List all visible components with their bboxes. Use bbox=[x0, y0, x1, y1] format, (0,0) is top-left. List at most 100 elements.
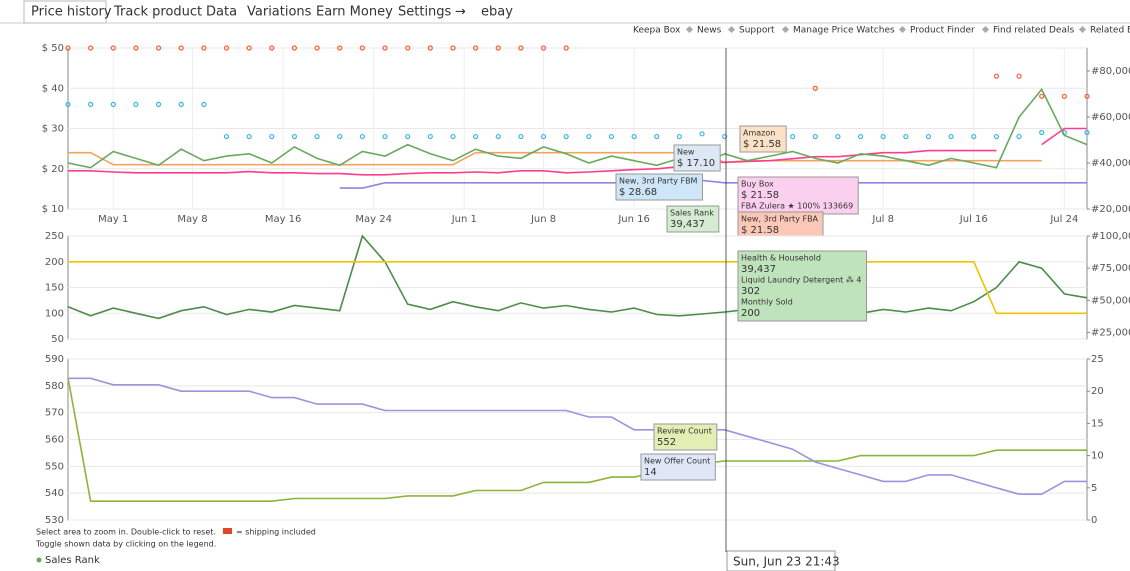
tab[interactable]: Variations bbox=[247, 5, 312, 20]
tooltip-box bbox=[673, 144, 721, 172]
price-dot bbox=[1084, 93, 1090, 99]
price-dot bbox=[405, 45, 411, 51]
tab[interactable]: Track product bbox=[113, 5, 202, 20]
price-dot bbox=[518, 45, 524, 51]
charts: $ 10 $ 20 $ 30 $ 40 $ 50 #20,000 #40,000 #60,00… bbox=[42, 43, 1130, 526]
nav-link[interactable]: Keepa Box bbox=[633, 26, 681, 36]
tab[interactable]: Earn Money bbox=[316, 5, 393, 20]
separator bbox=[898, 25, 907, 34]
cursor-label: Sun, Jun 23 21:43 bbox=[733, 555, 840, 569]
price-dot bbox=[427, 133, 433, 140]
y2-tick-label: 0 bbox=[1091, 515, 1097, 526]
x-tick-label: Jun 1 bbox=[451, 214, 477, 225]
price-dot bbox=[88, 101, 94, 107]
x-tick-label: May 24 bbox=[355, 214, 392, 225]
price-dot bbox=[790, 133, 796, 140]
tooltip-box bbox=[737, 176, 859, 215]
price-dot bbox=[178, 101, 184, 107]
y-tick-label: 590 bbox=[45, 354, 64, 365]
price-dot bbox=[495, 45, 501, 51]
y2-tick-label: #40,000 bbox=[1091, 158, 1130, 169]
price-dot bbox=[1061, 93, 1067, 99]
price-dot bbox=[269, 45, 275, 51]
price-dot bbox=[359, 133, 365, 140]
cursor-box bbox=[726, 550, 836, 571]
tooltip-box bbox=[615, 173, 703, 201]
tooltip: New, 3rd Party FBM$ 28.68 bbox=[615, 173, 703, 201]
tooltip-text: 200 bbox=[741, 308, 760, 319]
price-dot bbox=[722, 133, 728, 140]
tooltip: New, 3rd Party FBA$ 21.58 bbox=[737, 211, 824, 239]
y2-tick-label: #20,000 bbox=[1091, 204, 1130, 215]
price-dot bbox=[155, 45, 162, 51]
tab[interactable]: Price history bbox=[31, 5, 112, 20]
price-dot bbox=[450, 133, 456, 140]
links: Keepa Box News Support Manage Price Watches… bbox=[633, 26, 1130, 36]
price-dot bbox=[993, 133, 1000, 140]
x-tick-label: May 1 bbox=[98, 214, 128, 225]
price-dot bbox=[495, 133, 501, 140]
y2-tick-label: #25,000 bbox=[1091, 328, 1130, 339]
x-tick-label: Jul 16 bbox=[959, 214, 988, 225]
price-dot bbox=[133, 101, 139, 107]
series-line bbox=[68, 377, 1087, 495]
price-dot bbox=[925, 133, 932, 140]
price-dot bbox=[382, 133, 388, 140]
nav-link[interactable]: Manage Price Watches bbox=[793, 26, 895, 36]
series-line bbox=[68, 151, 1042, 166]
nav-link[interactable]: Support bbox=[739, 26, 775, 36]
x-tick-label: May 16 bbox=[265, 214, 302, 225]
tab[interactable]: Settings bbox=[398, 5, 452, 20]
tooltip-text: Monthly Sold bbox=[741, 298, 793, 307]
price-dot bbox=[65, 101, 71, 107]
price-dot bbox=[269, 133, 275, 140]
y2-tick-label: #80,000 bbox=[1091, 66, 1130, 77]
y-tick-label: 540 bbox=[45, 488, 64, 499]
nav-link[interactable]: Find related Deals bbox=[993, 26, 1074, 36]
tooltip-text: New Offer Count bbox=[644, 457, 710, 466]
tooltip-text: 39,437 bbox=[670, 219, 705, 230]
series-line bbox=[67, 234, 1088, 320]
x-tick-label: Jul 24 bbox=[1049, 214, 1078, 225]
y-tick-label: $ 40 bbox=[42, 83, 64, 94]
y2-tick-label: #50,000 bbox=[1091, 295, 1130, 306]
tooltip-text: Liquid Laundry Detergent ⁂ 4 bbox=[741, 275, 862, 285]
price-dot bbox=[1016, 133, 1022, 140]
price-dot bbox=[835, 133, 841, 140]
tooltip-text: Amazon bbox=[743, 129, 775, 138]
tab[interactable]: Data bbox=[206, 5, 237, 20]
price-dot bbox=[518, 133, 524, 140]
tooltip-text: 552 bbox=[657, 437, 676, 448]
nav-link[interactable]: Related B bbox=[1090, 26, 1130, 36]
y2-tick-label: 20 bbox=[1091, 386, 1104, 397]
price-dot bbox=[540, 133, 547, 140]
price-dot bbox=[631, 133, 637, 140]
tooltip: Amazon$ 21.58 bbox=[739, 125, 787, 153]
nav-link[interactable]: Product Finder bbox=[910, 26, 975, 36]
tooltip-box bbox=[653, 423, 718, 451]
tab[interactable]: ebay bbox=[481, 5, 513, 20]
series-line bbox=[67, 87, 1088, 169]
price-dot bbox=[812, 85, 818, 91]
truck-icon bbox=[223, 528, 232, 534]
y2-tick-label: 10 bbox=[1091, 451, 1104, 462]
tooltip-text: Health & Household bbox=[741, 254, 821, 263]
tooltip-text: Buy Box bbox=[741, 180, 774, 189]
nav-link[interactable]: News bbox=[697, 26, 722, 36]
tab[interactable]: → bbox=[455, 5, 466, 20]
separator bbox=[1078, 25, 1087, 34]
tooltip-text: 39,437 bbox=[741, 264, 776, 275]
price-dot bbox=[291, 133, 298, 140]
series-line bbox=[68, 261, 1087, 315]
price-dot bbox=[699, 131, 705, 137]
price-dot bbox=[359, 45, 365, 51]
price-dot bbox=[427, 45, 433, 51]
tooltip-text: New, 3rd Party FBM bbox=[619, 177, 698, 186]
tooltip-text: $ 17.10 bbox=[677, 158, 715, 169]
price-dot bbox=[1016, 73, 1022, 79]
price-dot bbox=[246, 133, 252, 140]
legend-entry[interactable]: Sales Rank bbox=[45, 555, 100, 566]
